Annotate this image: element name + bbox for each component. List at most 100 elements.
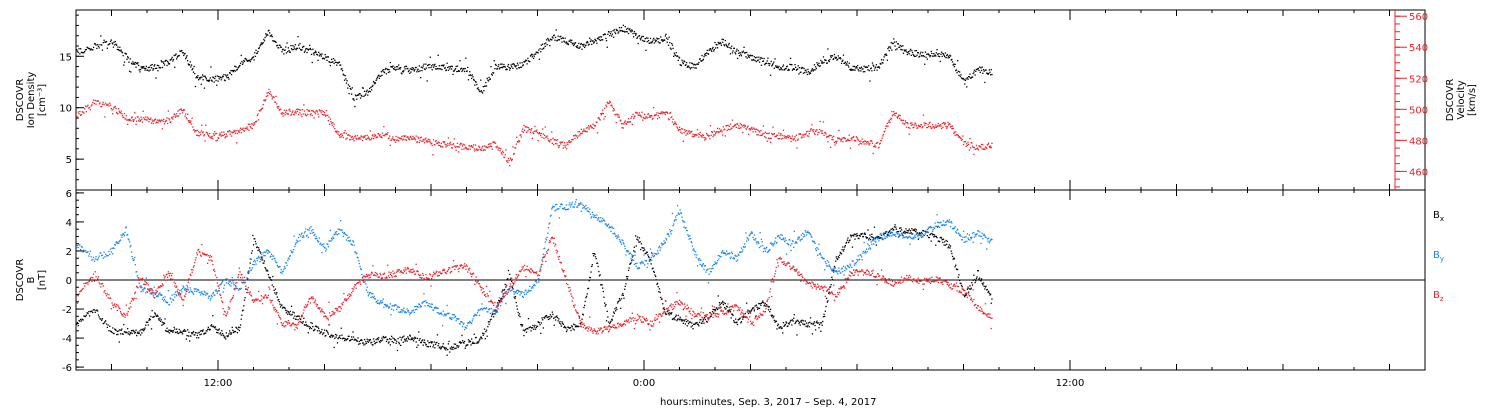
data-point-series bbox=[79, 111, 80, 112]
data-point-series bbox=[924, 64, 925, 65]
data-point-series bbox=[170, 121, 171, 122]
data-point-series bbox=[184, 53, 185, 54]
data-point-series bbox=[929, 55, 930, 56]
data-point-series bbox=[554, 40, 555, 41]
data-point-series bbox=[885, 128, 886, 129]
data-point-series bbox=[103, 42, 104, 43]
data-point-Bx bbox=[671, 312, 672, 313]
data-point-Bx bbox=[352, 339, 353, 340]
data-point-series bbox=[333, 126, 334, 127]
data-point-Bx bbox=[94, 309, 95, 310]
data-point-series bbox=[880, 64, 881, 65]
data-point-By bbox=[310, 233, 311, 234]
data-point-Bx bbox=[126, 332, 127, 333]
data-point-series bbox=[117, 46, 118, 47]
data-point-series bbox=[268, 89, 269, 90]
data-point-By bbox=[408, 312, 409, 313]
data-point-series bbox=[960, 74, 961, 75]
data-point-series bbox=[770, 142, 771, 143]
data-point-Bx bbox=[856, 233, 857, 234]
data-point-By bbox=[348, 240, 349, 241]
data-point-By bbox=[184, 288, 185, 289]
data-point-series bbox=[314, 54, 315, 55]
data-point-series bbox=[868, 65, 869, 66]
data-point-series bbox=[307, 114, 308, 115]
data-point-series bbox=[285, 114, 286, 115]
data-point-Bx bbox=[592, 264, 593, 265]
data-point-series bbox=[732, 52, 733, 53]
data-point-series bbox=[945, 123, 946, 124]
data-point-series bbox=[741, 124, 742, 125]
data-point-By bbox=[87, 251, 88, 252]
data-point-series bbox=[429, 139, 430, 140]
data-point-Bx bbox=[958, 274, 959, 275]
data-point-series bbox=[792, 135, 793, 136]
data-point-By bbox=[281, 273, 282, 274]
data-point-Bx bbox=[809, 326, 810, 327]
data-point-Bx bbox=[258, 247, 259, 248]
data-point-series bbox=[657, 38, 658, 39]
data-point-Bx bbox=[532, 327, 533, 328]
data-point-series bbox=[173, 59, 174, 60]
data-point-series bbox=[251, 59, 252, 60]
data-point-series bbox=[812, 68, 813, 69]
data-point-Bx bbox=[229, 330, 230, 331]
data-point-By bbox=[416, 306, 417, 307]
data-point-Bx bbox=[960, 283, 961, 284]
data-point-Bx bbox=[297, 316, 298, 317]
data-point-series bbox=[823, 121, 824, 122]
data-point-Bx bbox=[985, 286, 986, 287]
data-point-By bbox=[179, 290, 180, 291]
data-point-series bbox=[173, 116, 174, 117]
data-point-series bbox=[229, 130, 230, 131]
data-point-series bbox=[125, 118, 126, 119]
data-point-series bbox=[905, 122, 906, 123]
data-point-series bbox=[367, 90, 368, 91]
data-point-series bbox=[784, 137, 785, 138]
data-point-By bbox=[257, 260, 258, 261]
data-point-series bbox=[991, 143, 992, 144]
data-point-Bx bbox=[855, 234, 856, 235]
data-point-series bbox=[376, 78, 377, 79]
data-point-series bbox=[660, 113, 661, 114]
data-point-Bx bbox=[643, 248, 644, 249]
data-point-Bx bbox=[232, 327, 233, 328]
data-point-series bbox=[632, 114, 633, 115]
data-point-Bx bbox=[671, 313, 672, 314]
data-point-Bx bbox=[259, 251, 260, 252]
data-point-Bx bbox=[791, 320, 792, 321]
data-point-series bbox=[717, 128, 718, 129]
data-point-series bbox=[641, 37, 642, 38]
data-point-Bx bbox=[714, 309, 715, 310]
data-point-Bx bbox=[128, 333, 129, 334]
data-point-series bbox=[745, 126, 746, 127]
data-point-series bbox=[639, 35, 640, 36]
data-point-By bbox=[423, 293, 424, 294]
data-point-Bx bbox=[228, 335, 229, 336]
data-point-Bx bbox=[159, 317, 160, 318]
data-point-series bbox=[991, 147, 992, 148]
data-point-series bbox=[940, 125, 941, 126]
data-point-series bbox=[157, 119, 158, 120]
data-point-series bbox=[250, 126, 251, 127]
data-point-series bbox=[330, 121, 331, 122]
data-point-series bbox=[112, 109, 113, 110]
data-point-Bx bbox=[918, 233, 919, 234]
data-point-series bbox=[601, 36, 602, 37]
data-point-series bbox=[302, 109, 303, 110]
data-point-series bbox=[924, 56, 925, 57]
data-point-Bx bbox=[865, 234, 866, 235]
data-point-series bbox=[419, 65, 420, 66]
data-point-series bbox=[940, 61, 941, 62]
data-point-series bbox=[494, 60, 495, 61]
data-point-series bbox=[141, 67, 142, 68]
data-point-Bx bbox=[106, 323, 107, 324]
data-point-series bbox=[204, 76, 205, 77]
data-point-Bx bbox=[848, 242, 849, 243]
data-point-Bx bbox=[465, 348, 466, 349]
data-point-By bbox=[296, 242, 297, 243]
data-point-Bx bbox=[768, 309, 769, 310]
data-point-series bbox=[276, 103, 277, 104]
data-point-series bbox=[507, 160, 508, 161]
data-point-series bbox=[625, 120, 626, 121]
